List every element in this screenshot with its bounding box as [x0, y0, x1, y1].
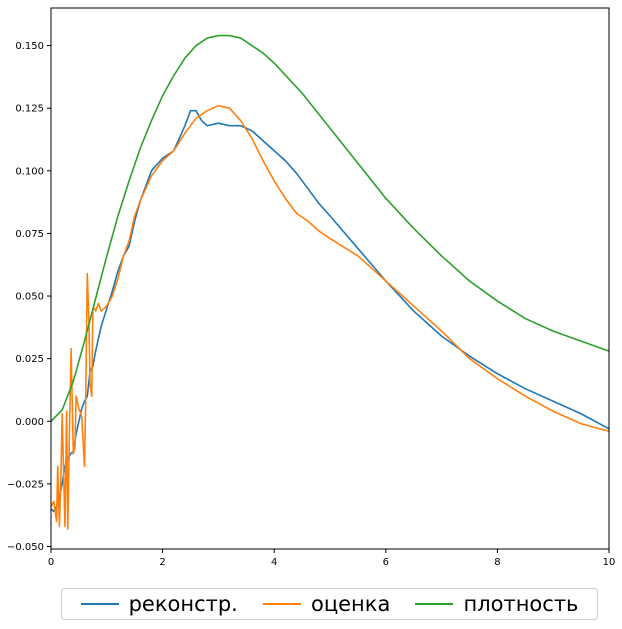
y-tick-label: 0.025: [15, 354, 44, 365]
y-tick-label: 0.075: [15, 229, 44, 240]
x-axis: 0 2 4 6 8 10: [48, 549, 616, 568]
x-tick-label: 2: [159, 557, 165, 568]
y-axis: −0.050 −0.025 0.000 0.025 0.050 0.075 0.100 0.1…: [7, 41, 51, 553]
legend-swatch-density: [415, 603, 454, 605]
plot-frame: [50, 7, 610, 550]
series-line-reconstruction: [50, 109, 610, 513]
legend-label-estimate: оценка: [310, 592, 391, 616]
y-tick-label: 0.050: [15, 292, 44, 303]
x-tick-label: 4: [271, 557, 277, 568]
legend-swatch-estimate: [262, 603, 301, 605]
x-tick-label: 6: [383, 557, 389, 568]
plot-lines: [50, 34, 610, 530]
y-tick-label: 0.100: [15, 166, 44, 177]
series-line-estimate: [50, 104, 610, 530]
y-tick-label: 0.150: [15, 41, 44, 52]
legend-item-reconstruction: реконстр.: [80, 592, 238, 616]
x-tick-label: 8: [494, 557, 500, 568]
y-tick-label: 0.125: [15, 104, 44, 115]
series-line-density: [50, 34, 610, 422]
y-tick-label: 0.000: [15, 417, 44, 428]
x-tick-label: 0: [48, 557, 54, 568]
legend-label-density: плотность: [463, 592, 579, 616]
legend: реконстр. оценка плотность: [61, 588, 598, 620]
y-tick-label: −0.025: [7, 479, 44, 490]
legend-item-density: плотность: [415, 592, 578, 616]
legend-item-estimate: оценка: [262, 592, 391, 616]
legend-swatch-reconstruction: [80, 603, 119, 605]
legend-label-reconstruction: реконстр.: [128, 592, 238, 616]
x-tick-label: 10: [603, 557, 616, 568]
y-tick-label: −0.050: [7, 542, 44, 553]
